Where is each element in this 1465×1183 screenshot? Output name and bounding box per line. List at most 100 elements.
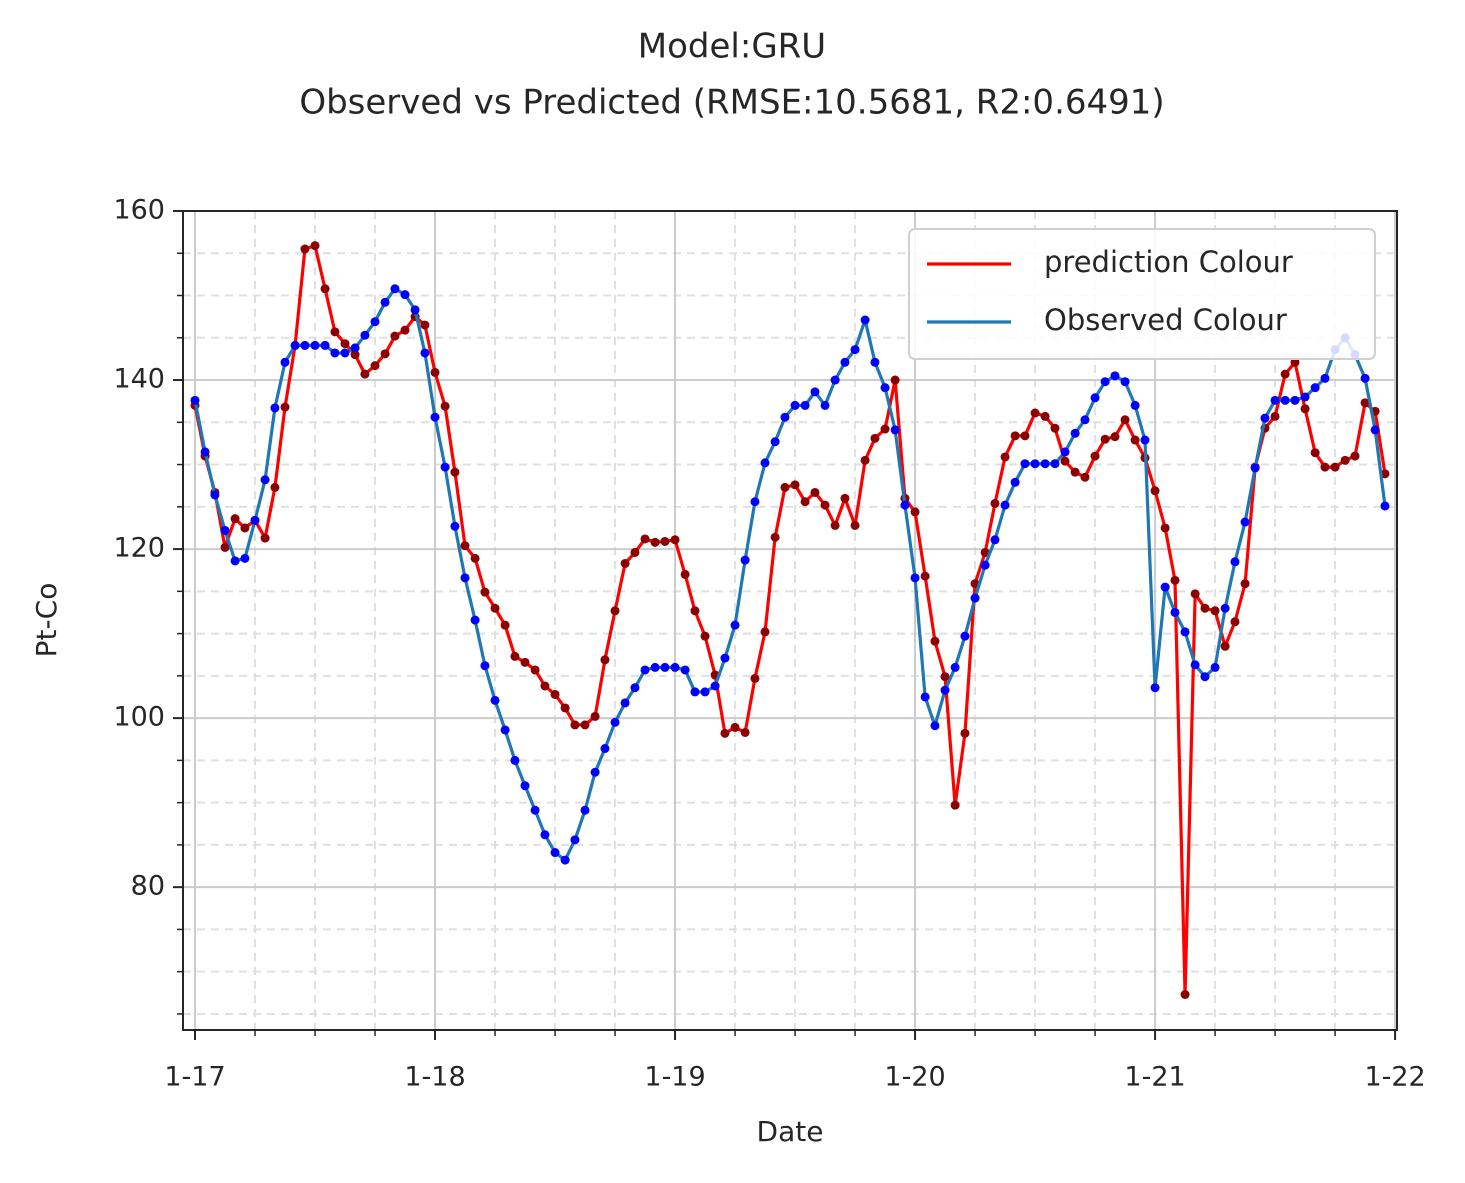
data-point	[1260, 413, 1270, 423]
data-point	[760, 627, 770, 637]
data-point	[1300, 404, 1310, 414]
y-tick-label: 100	[113, 702, 165, 733]
data-point	[590, 711, 600, 721]
data-point	[1110, 371, 1120, 381]
data-point	[570, 835, 580, 845]
data-point	[1020, 431, 1030, 441]
data-point	[420, 348, 430, 358]
data-point	[200, 447, 210, 457]
data-point	[1030, 408, 1040, 418]
data-point	[440, 462, 450, 472]
data-point	[390, 284, 400, 294]
data-point	[810, 387, 820, 397]
data-point	[700, 687, 710, 697]
data-point	[1270, 411, 1280, 421]
x-tick-label: 1-21	[1124, 1062, 1185, 1093]
data-point	[740, 555, 750, 565]
data-point	[310, 241, 320, 251]
data-point	[280, 402, 290, 412]
data-point	[1020, 459, 1030, 469]
data-point	[430, 412, 440, 422]
data-point	[330, 327, 340, 337]
data-point	[1070, 428, 1080, 438]
data-point	[1160, 523, 1170, 533]
data-point	[1100, 434, 1110, 444]
data-point	[600, 744, 610, 754]
data-point	[270, 482, 280, 492]
x-tick-label: 1-20	[884, 1062, 945, 1093]
data-point	[1120, 415, 1130, 425]
data-point	[1060, 447, 1070, 457]
data-point	[820, 400, 830, 410]
data-point	[350, 343, 360, 353]
data-point	[540, 681, 550, 691]
data-point	[1270, 395, 1280, 405]
data-point	[1000, 452, 1010, 462]
data-point	[1170, 607, 1180, 617]
data-point	[840, 493, 850, 503]
data-point	[800, 497, 810, 507]
data-point	[880, 424, 890, 434]
data-point	[350, 350, 360, 360]
data-point	[300, 244, 310, 254]
data-point	[1030, 459, 1040, 469]
legend-label: Observed Colour	[1044, 303, 1287, 337]
data-point	[960, 631, 970, 641]
data-point	[900, 500, 910, 510]
y-tick-label: 160	[113, 195, 165, 226]
data-point	[540, 830, 550, 840]
data-point	[1130, 435, 1140, 445]
data-point	[1280, 369, 1290, 379]
data-point	[1370, 425, 1380, 435]
data-point	[1150, 486, 1160, 496]
data-point	[920, 571, 930, 581]
data-point	[370, 361, 380, 371]
data-point	[220, 542, 230, 552]
data-point	[880, 383, 890, 393]
data-point	[890, 425, 900, 435]
data-point	[430, 367, 440, 377]
data-point	[1090, 393, 1100, 403]
data-point	[490, 603, 500, 613]
data-point	[240, 523, 250, 533]
data-point	[710, 681, 720, 691]
data-point	[560, 855, 570, 865]
data-point	[1170, 575, 1180, 585]
data-point	[990, 535, 1000, 545]
data-point	[570, 720, 580, 730]
data-point	[1360, 373, 1370, 383]
data-point	[730, 722, 740, 732]
data-point	[400, 290, 410, 300]
y-tick-label: 80	[131, 871, 165, 902]
data-point	[1220, 641, 1230, 651]
y-tick-label: 120	[113, 533, 165, 564]
data-point	[950, 662, 960, 672]
data-point	[700, 631, 710, 641]
data-point	[1310, 383, 1320, 393]
data-point	[620, 698, 630, 708]
data-point	[340, 339, 350, 349]
data-point	[1320, 462, 1330, 472]
data-point	[330, 348, 340, 358]
data-point	[740, 727, 750, 737]
data-point	[1290, 395, 1300, 405]
data-point	[890, 375, 900, 385]
data-point	[590, 767, 600, 777]
data-point	[320, 284, 330, 294]
data-point	[670, 662, 680, 672]
data-point	[940, 685, 950, 695]
data-point	[630, 547, 640, 557]
data-point	[1110, 432, 1120, 442]
data-point	[300, 340, 310, 350]
data-point	[480, 661, 490, 671]
data-point	[650, 662, 660, 672]
data-point	[370, 317, 380, 327]
data-point	[470, 615, 480, 625]
data-point	[720, 728, 730, 738]
data-point	[1360, 398, 1370, 408]
data-point	[860, 315, 870, 325]
data-point	[910, 507, 920, 517]
data-point	[720, 653, 730, 663]
data-point	[210, 490, 220, 500]
data-point	[520, 657, 530, 667]
